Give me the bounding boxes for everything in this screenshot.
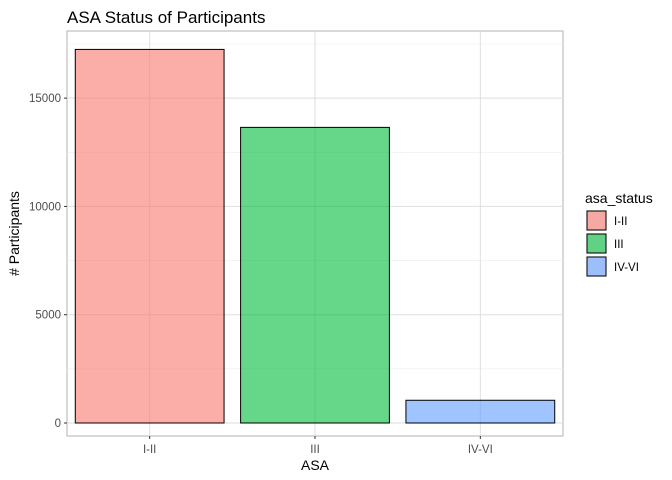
x-axis-ticks: I-II III IV-VI [143,436,493,456]
legend-swatch-i-ii [586,210,607,231]
bar-i-ii [74,48,225,424]
legend-label: III [614,239,624,251]
chart-title: ASA Status of Participants [67,8,265,27]
bars [74,48,556,424]
x-tick-label: IV-VI [468,444,493,456]
y-tick-label: 15000 [29,93,61,105]
legend-label: IV-VI [614,262,639,274]
bar-iv-vi [405,399,556,424]
y-axis-ticks: 0 5000 10000 15000 [29,93,67,430]
y-tick-label: 10000 [29,201,61,213]
legend-label: I-II [614,216,627,228]
x-tick-label: I-II [143,444,156,456]
bar-iii [240,126,390,424]
y-tick-label: 5000 [35,310,61,322]
y-axis-title: # Participants [6,191,22,276]
y-tick-label: 0 [55,418,61,430]
legend-swatch-iv-vi [586,256,607,277]
x-axis-title: ASA [301,457,330,473]
legend-title: asa_status [585,190,653,206]
x-tick-label: III [310,444,320,456]
legend: asa_status I-II III IV-VI [585,190,653,277]
legend-swatch-iii [586,233,607,254]
